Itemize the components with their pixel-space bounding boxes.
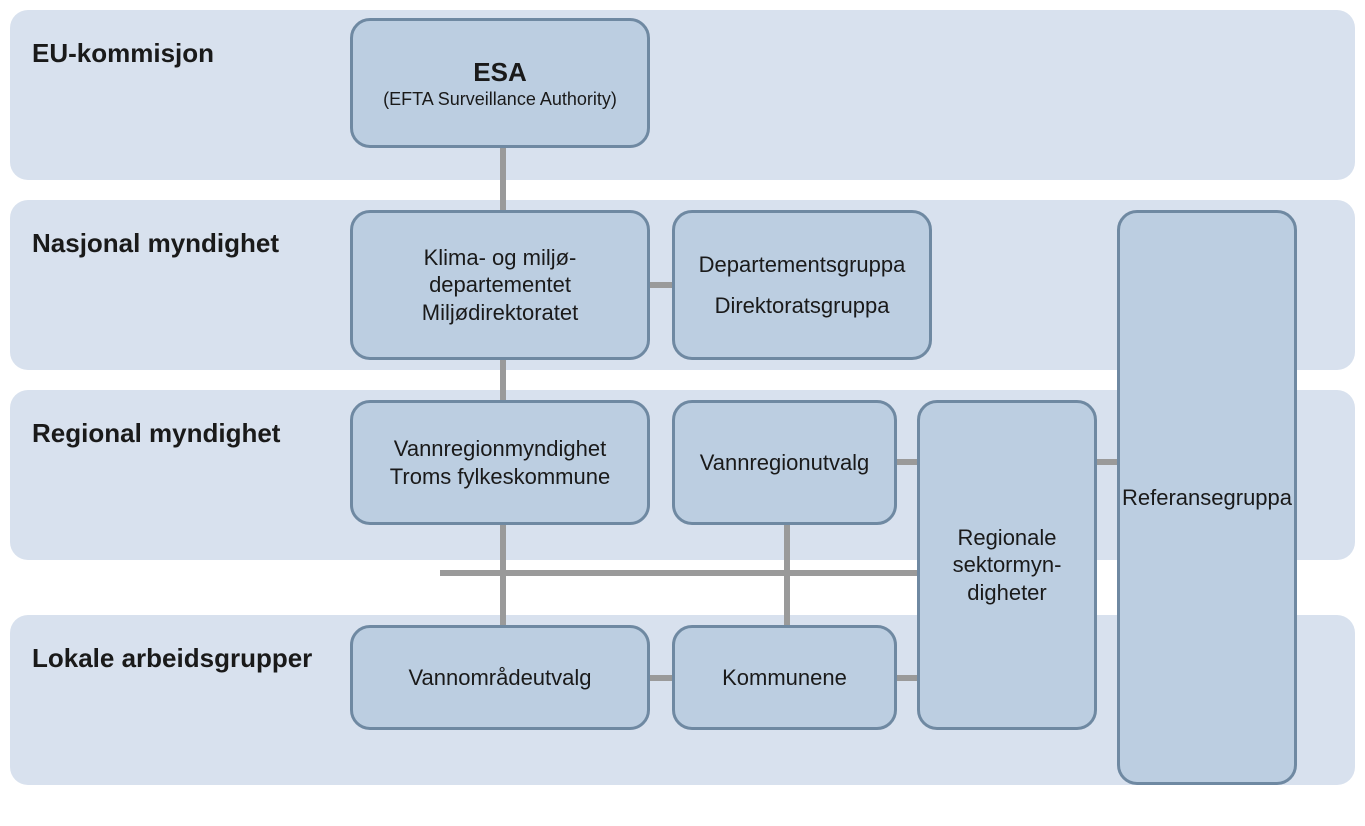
node-depgruppa: Departementsgruppa Direktoratsgruppa [672, 210, 932, 360]
node-depgruppa-line-2: Direktoratsgruppa [715, 292, 890, 320]
node-vannomr: Vannområdeutvalg [350, 625, 650, 730]
node-regsektor-line-0: Regionale [957, 524, 1056, 552]
row-label-r2: Nasjonal myndighet [32, 228, 279, 259]
node-klima: Klima- og miljø-departementetMiljødirekt… [350, 210, 650, 360]
node-esa: ESA(EFTA Surveillance Authority) [350, 18, 650, 148]
node-regsektor: Regionalesektormyn-digheter [917, 400, 1097, 730]
node-esa-line-0: ESA [473, 56, 526, 89]
node-klima-line-0: Klima- og miljø- [424, 244, 577, 272]
connector-klima-vrm-v [500, 360, 506, 400]
row-label-r4: Lokale arbeidsgrupper [32, 643, 312, 674]
node-regsektor-line-1: sektormyn- [953, 551, 1062, 579]
node-vannregmynd-line-0: Vannregionmyndighet [394, 435, 606, 463]
node-depgruppa-line-0: Departementsgruppa [699, 251, 906, 279]
connector-vann-komm-h [650, 675, 672, 681]
node-vannregutvalg: Vannregionutvalg [672, 400, 897, 525]
row-label-r3: Regional myndighet [32, 418, 280, 449]
connector-regsek-ref-h [1097, 459, 1117, 465]
node-referanse: Referansegruppa [1117, 210, 1297, 785]
connector-klima-dep-h [650, 282, 672, 288]
node-esa-line-1: (EFTA Surveillance Authority) [383, 88, 617, 111]
node-kommunene: Kommunene [672, 625, 897, 730]
node-referanse-line-0: Referansegruppa [1122, 484, 1292, 512]
connector-cross-h [440, 570, 920, 576]
node-vannregutvalg-line-0: Vannregionutvalg [700, 449, 870, 477]
row-label-r1: EU-kommisjon [32, 38, 214, 69]
connector-vru-regsek-h [897, 459, 917, 465]
row-band-r1 [10, 10, 1355, 180]
connector-esa-klima-v [500, 148, 506, 210]
node-vannregmynd-line-1: Troms fylkeskommune [390, 463, 610, 491]
node-vannomr-line-0: Vannområdeutvalg [408, 664, 591, 692]
node-klima-line-2: Miljødirektoratet [422, 299, 578, 327]
node-vannregmynd: VannregionmyndighetTroms fylkeskommune [350, 400, 650, 525]
node-regsektor-line-2: digheter [967, 579, 1047, 607]
node-klima-line-1: departementet [429, 271, 571, 299]
node-kommunene-line-0: Kommunene [722, 664, 847, 692]
connector-komm-regsek-h [897, 675, 917, 681]
